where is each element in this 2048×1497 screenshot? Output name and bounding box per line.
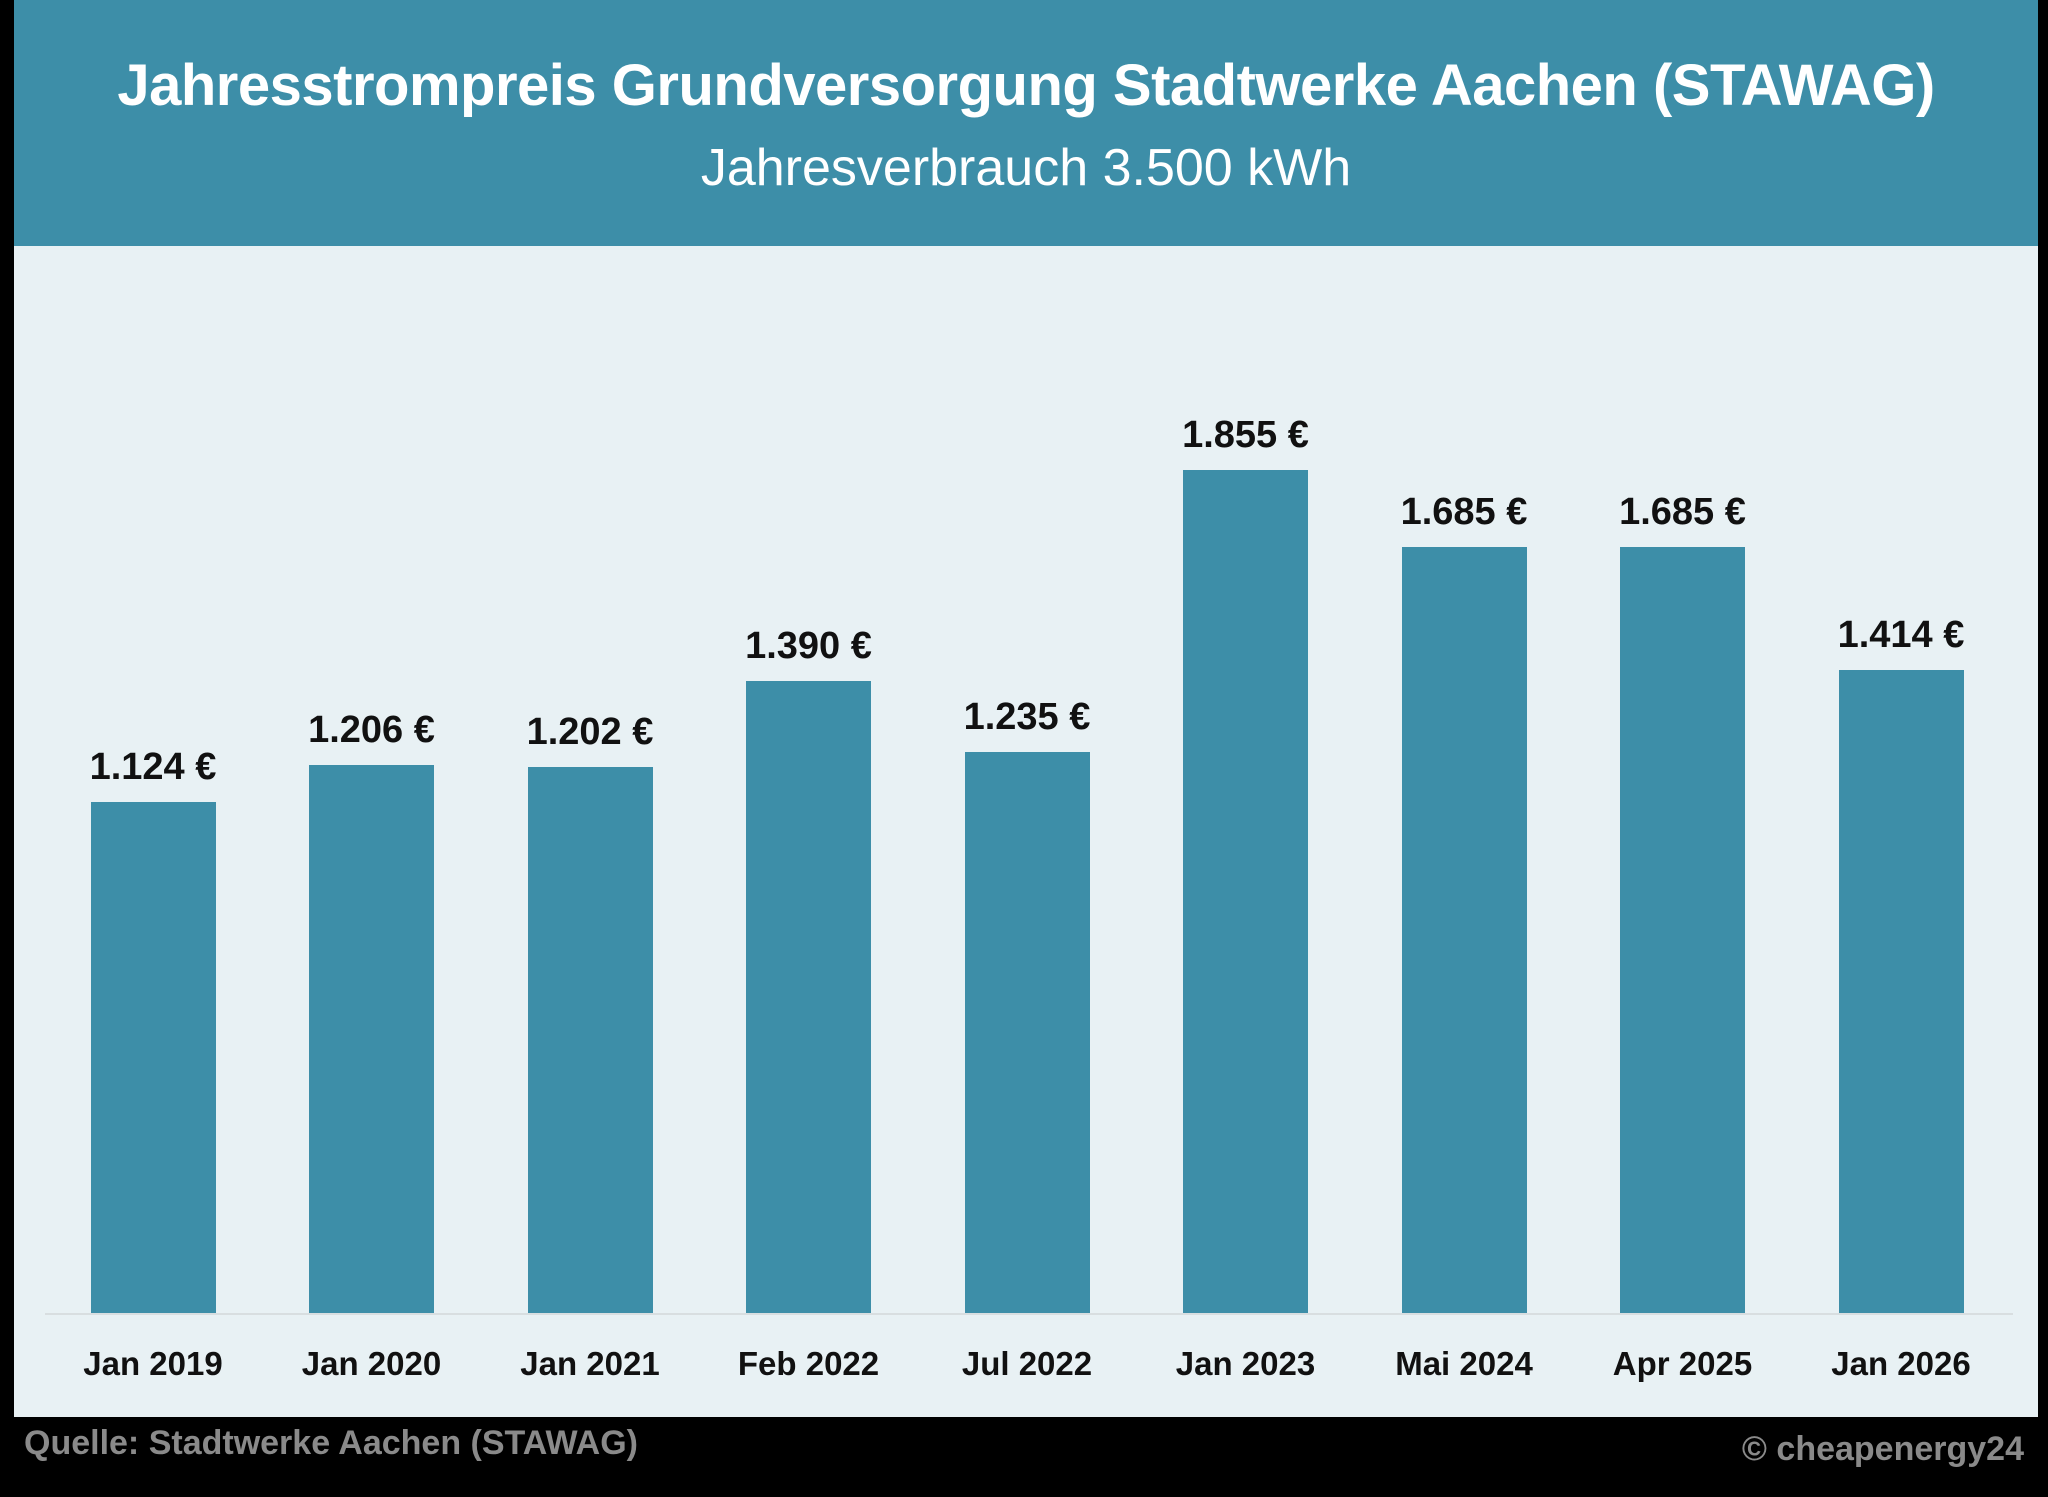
x-tick-label: Jan 2023: [1175, 1345, 1316, 1382]
x-tick-label: Jul 2022: [961, 1345, 1093, 1382]
x-axis-line: [45, 1313, 2013, 1315]
bar: [527, 766, 653, 1313]
value-label: 1.685 €: [1619, 491, 1746, 534]
value-label: 1.235 €: [963, 695, 1091, 738]
source-note: Quelle: Stadtwerke Aachen (STAWAG): [24, 1424, 639, 1462]
value-label: 1.206 €: [308, 708, 435, 751]
x-tick-label: Mai 2024: [1395, 1345, 1533, 1382]
chart-subtitle: Jahresverbrauch 3.500 kWh: [700, 139, 1352, 197]
x-tick-label: Feb 2022: [737, 1345, 880, 1382]
value-label: 1.685 €: [1400, 491, 1528, 534]
x-tick-label: Jan 2021: [520, 1345, 660, 1382]
bar: [1401, 547, 1527, 1313]
value-label: 1.414 €: [1837, 614, 1965, 657]
x-tick-label: Jan 2019: [83, 1345, 223, 1382]
bar: [90, 802, 216, 1313]
x-tick-label: Apr 2025: [1612, 1345, 1753, 1382]
bar: [1620, 547, 1745, 1313]
x-tick-label: Jan 2026: [1831, 1345, 1971, 1382]
value-label: 1.202 €: [526, 710, 654, 753]
bar: [309, 764, 434, 1313]
value-label: 1.855 €: [1182, 414, 1309, 456]
x-tick-label: Jan 2020: [301, 1345, 442, 1382]
chart-title: Jahresstrompreis Grundversorgung Stadtwe…: [117, 53, 1935, 118]
bar: [1183, 470, 1308, 1313]
bar: [1838, 670, 1964, 1313]
value-label: 1.124 €: [89, 746, 217, 789]
value-label: 1.390 €: [745, 625, 872, 668]
copyright-note: © cheapenergy24: [1741, 1430, 2024, 1468]
bar: [964, 751, 1090, 1313]
bar: [746, 681, 871, 1313]
chart-header: Jahresstrompreis Grundversorgung Stadtwe…: [14, 0, 2038, 246]
